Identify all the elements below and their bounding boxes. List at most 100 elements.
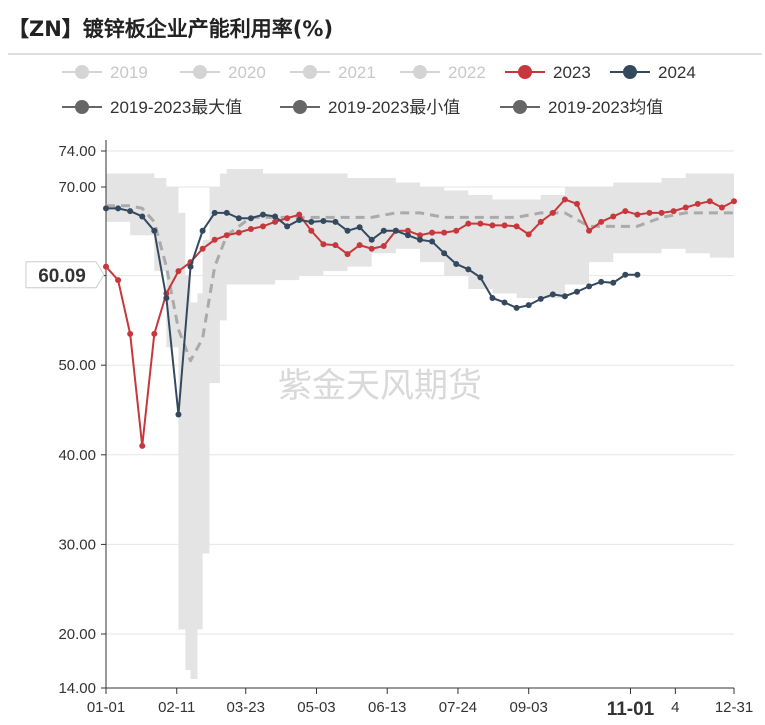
x-tick-label: 01-01	[87, 699, 125, 716]
latest-value-pointer: 60.09	[25, 261, 105, 289]
data-point	[368, 236, 375, 243]
data-point	[429, 238, 436, 245]
data-point	[718, 204, 725, 211]
data-point	[489, 295, 496, 301]
data-point	[151, 227, 158, 234]
y-tick-label: 74.00	[58, 143, 96, 160]
legend-swatch-dot	[75, 100, 89, 114]
data-point	[477, 274, 484, 281]
data-point	[139, 442, 146, 449]
data-point	[634, 211, 641, 218]
data-point	[247, 215, 254, 222]
legend-swatch-dot	[75, 65, 89, 79]
series-2024	[103, 205, 641, 418]
data-point	[163, 295, 170, 301]
legend-item-2019-2023均值: 2019-2023均值	[500, 98, 663, 117]
data-point	[610, 279, 617, 286]
x-tick-label: 11-01	[607, 699, 655, 720]
max-min-band	[106, 169, 734, 679]
legend-item-2024: 2024	[610, 63, 696, 82]
x-tick-label: 07-24	[439, 699, 477, 716]
data-point	[694, 200, 701, 207]
legend-label: 2020	[228, 63, 266, 82]
y-tick-label: 40.00	[58, 447, 96, 464]
legend-swatch-dot	[513, 100, 527, 114]
data-point	[368, 245, 375, 252]
data-point	[574, 288, 580, 295]
data-point	[404, 232, 411, 239]
data-point	[223, 232, 230, 239]
legend-label: 2019-2023最小值	[328, 98, 460, 117]
plot-area: 74.0070.0060.0050.0040.0030.0020.0014.00…	[58, 140, 753, 720]
data-point	[549, 291, 556, 298]
y-tick-label: 14.00	[58, 680, 96, 697]
data-point	[537, 295, 544, 302]
data-point	[332, 242, 339, 249]
legend-item-2020: 2020	[180, 63, 266, 82]
data-point	[175, 268, 182, 275]
legend-item-2019: 2019	[62, 63, 148, 82]
legend-item-2019-2023最大值: 2019-2023最大值	[62, 98, 242, 117]
pointer-label: 60.09	[38, 266, 86, 287]
data-point	[187, 263, 194, 270]
x-tick-label: 06-13	[368, 699, 406, 716]
data-point	[392, 227, 399, 234]
data-point	[670, 208, 677, 215]
data-point	[465, 266, 472, 273]
watermark: 紫金天风期货	[278, 366, 482, 406]
data-point	[549, 209, 556, 216]
data-point	[429, 229, 436, 236]
x-tick-label: 12-31	[715, 699, 753, 716]
legend-label: 2022	[448, 63, 486, 82]
data-point	[682, 204, 689, 211]
legend: 2019 2020 2021 2022 2023 2024 2019-2023最大值 2019…	[62, 63, 696, 117]
data-point	[320, 217, 327, 224]
data-point	[441, 229, 448, 236]
legend-label: 2023	[553, 63, 591, 82]
data-point	[127, 330, 134, 337]
legend-swatch-dot	[623, 65, 637, 79]
data-point	[139, 213, 146, 220]
data-point	[574, 200, 580, 207]
data-point	[477, 220, 484, 227]
x-tick-label: 4	[671, 699, 679, 716]
legend-swatch-dot	[518, 65, 532, 79]
data-point	[284, 223, 291, 230]
data-point	[561, 196, 568, 203]
data-point	[344, 251, 351, 258]
x-tick-label: 02-11	[158, 699, 195, 716]
data-point	[320, 241, 327, 248]
data-point	[610, 213, 617, 220]
data-point	[260, 223, 266, 230]
data-point	[296, 217, 303, 224]
x-tick-label: 03-23	[227, 699, 265, 716]
data-point	[465, 220, 472, 227]
x-tick-label: 05-03	[297, 699, 335, 716]
legend-label: 2019-2023均值	[548, 98, 663, 117]
y-tick-label: 70.00	[58, 179, 96, 196]
data-point	[211, 236, 218, 243]
data-point	[151, 330, 158, 337]
data-point	[272, 218, 279, 225]
data-point	[308, 218, 315, 225]
data-point	[404, 227, 411, 234]
data-point	[586, 283, 593, 290]
data-point	[247, 226, 254, 233]
data-point	[586, 227, 593, 234]
data-point	[525, 302, 532, 309]
data-point	[513, 223, 520, 230]
data-point	[622, 271, 629, 278]
x-tick-label: 09-03	[510, 699, 548, 716]
data-point	[380, 227, 387, 234]
data-point	[417, 232, 423, 239]
data-point	[260, 211, 266, 218]
data-point	[706, 198, 713, 205]
data-point	[513, 304, 520, 311]
legend-label: 2021	[338, 63, 376, 82]
legend-swatch-dot	[293, 100, 307, 114]
legend-item-2023: 2023	[505, 63, 591, 82]
data-point	[356, 242, 363, 249]
legend-label: 2024	[658, 63, 696, 82]
legend-swatch-dot	[413, 65, 427, 79]
data-point	[441, 250, 448, 257]
